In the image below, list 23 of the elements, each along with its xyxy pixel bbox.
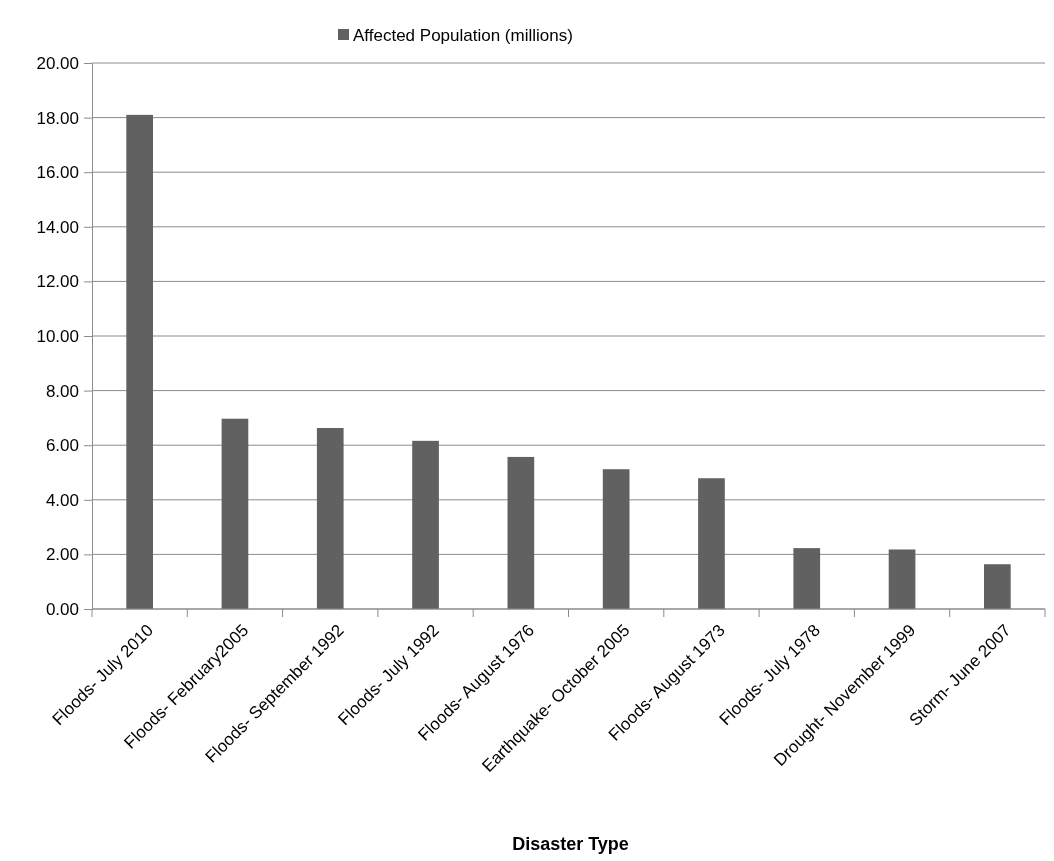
y-tick-label: 8.00 — [45, 381, 79, 401]
y-tick-label: 16.00 — [36, 163, 79, 183]
y-tick-label: 20.00 — [36, 53, 79, 73]
bar — [793, 548, 821, 609]
y-tick-label: 4.00 — [45, 490, 79, 510]
bar — [698, 478, 725, 609]
bar — [888, 549, 916, 609]
bar — [126, 114, 153, 609]
bar — [984, 564, 1011, 609]
y-tick-label: 2.00 — [45, 545, 79, 565]
y-tick-label: 6.00 — [45, 436, 79, 456]
y-tick-label: 18.00 — [36, 108, 79, 128]
legend-label: Affected Population (millions) — [353, 26, 573, 45]
bar — [221, 418, 249, 609]
y-tick-label: 12.00 — [36, 272, 79, 292]
bar — [412, 440, 439, 609]
y-tick-label: 0.00 — [45, 599, 79, 619]
y-tick-label: 10.00 — [36, 326, 79, 346]
bar — [507, 456, 535, 609]
bar — [316, 428, 344, 609]
y-tick-label: 14.00 — [36, 217, 79, 237]
x-axis-title: Disaster Type — [512, 834, 629, 854]
bar — [602, 469, 630, 609]
